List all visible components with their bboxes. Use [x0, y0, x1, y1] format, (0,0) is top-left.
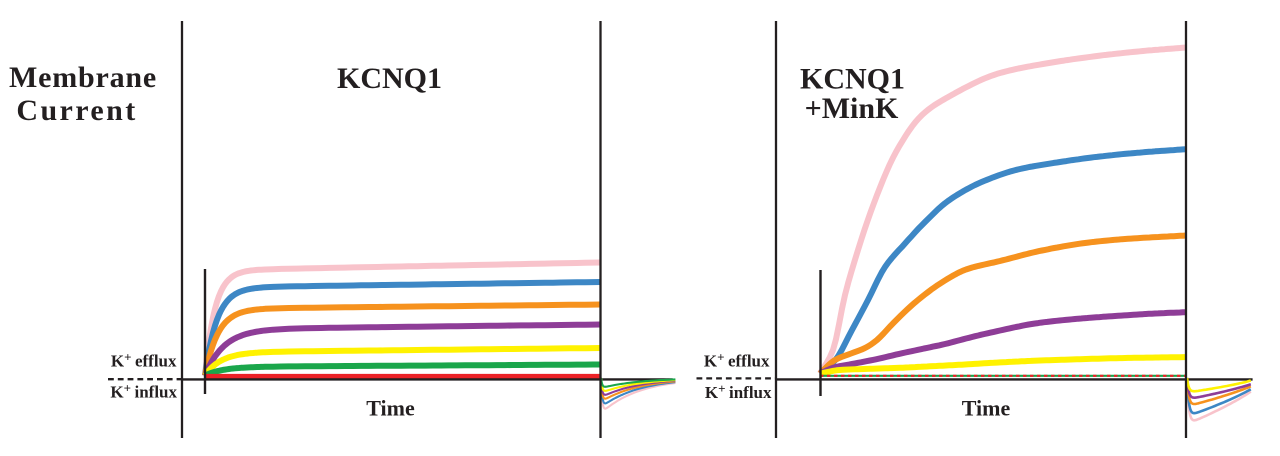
svg-text:Time: Time: [962, 395, 1011, 420]
svg-text:K+ efflux: K+ efflux: [704, 350, 770, 371]
svg-text:Current: Current: [16, 94, 137, 127]
svg-text:KCNQ1: KCNQ1: [337, 62, 442, 95]
svg-text:Time: Time: [366, 395, 415, 420]
svg-text:K+ influx: K+ influx: [705, 381, 772, 402]
svg-text:KCNQ1: KCNQ1: [800, 63, 905, 96]
svg-text:+MinK: +MinK: [805, 92, 899, 125]
svg-text:Membrane: Membrane: [9, 61, 157, 94]
svg-text:K+ efflux: K+ efflux: [111, 350, 177, 371]
svg-text:K+ influx: K+ influx: [110, 381, 177, 402]
